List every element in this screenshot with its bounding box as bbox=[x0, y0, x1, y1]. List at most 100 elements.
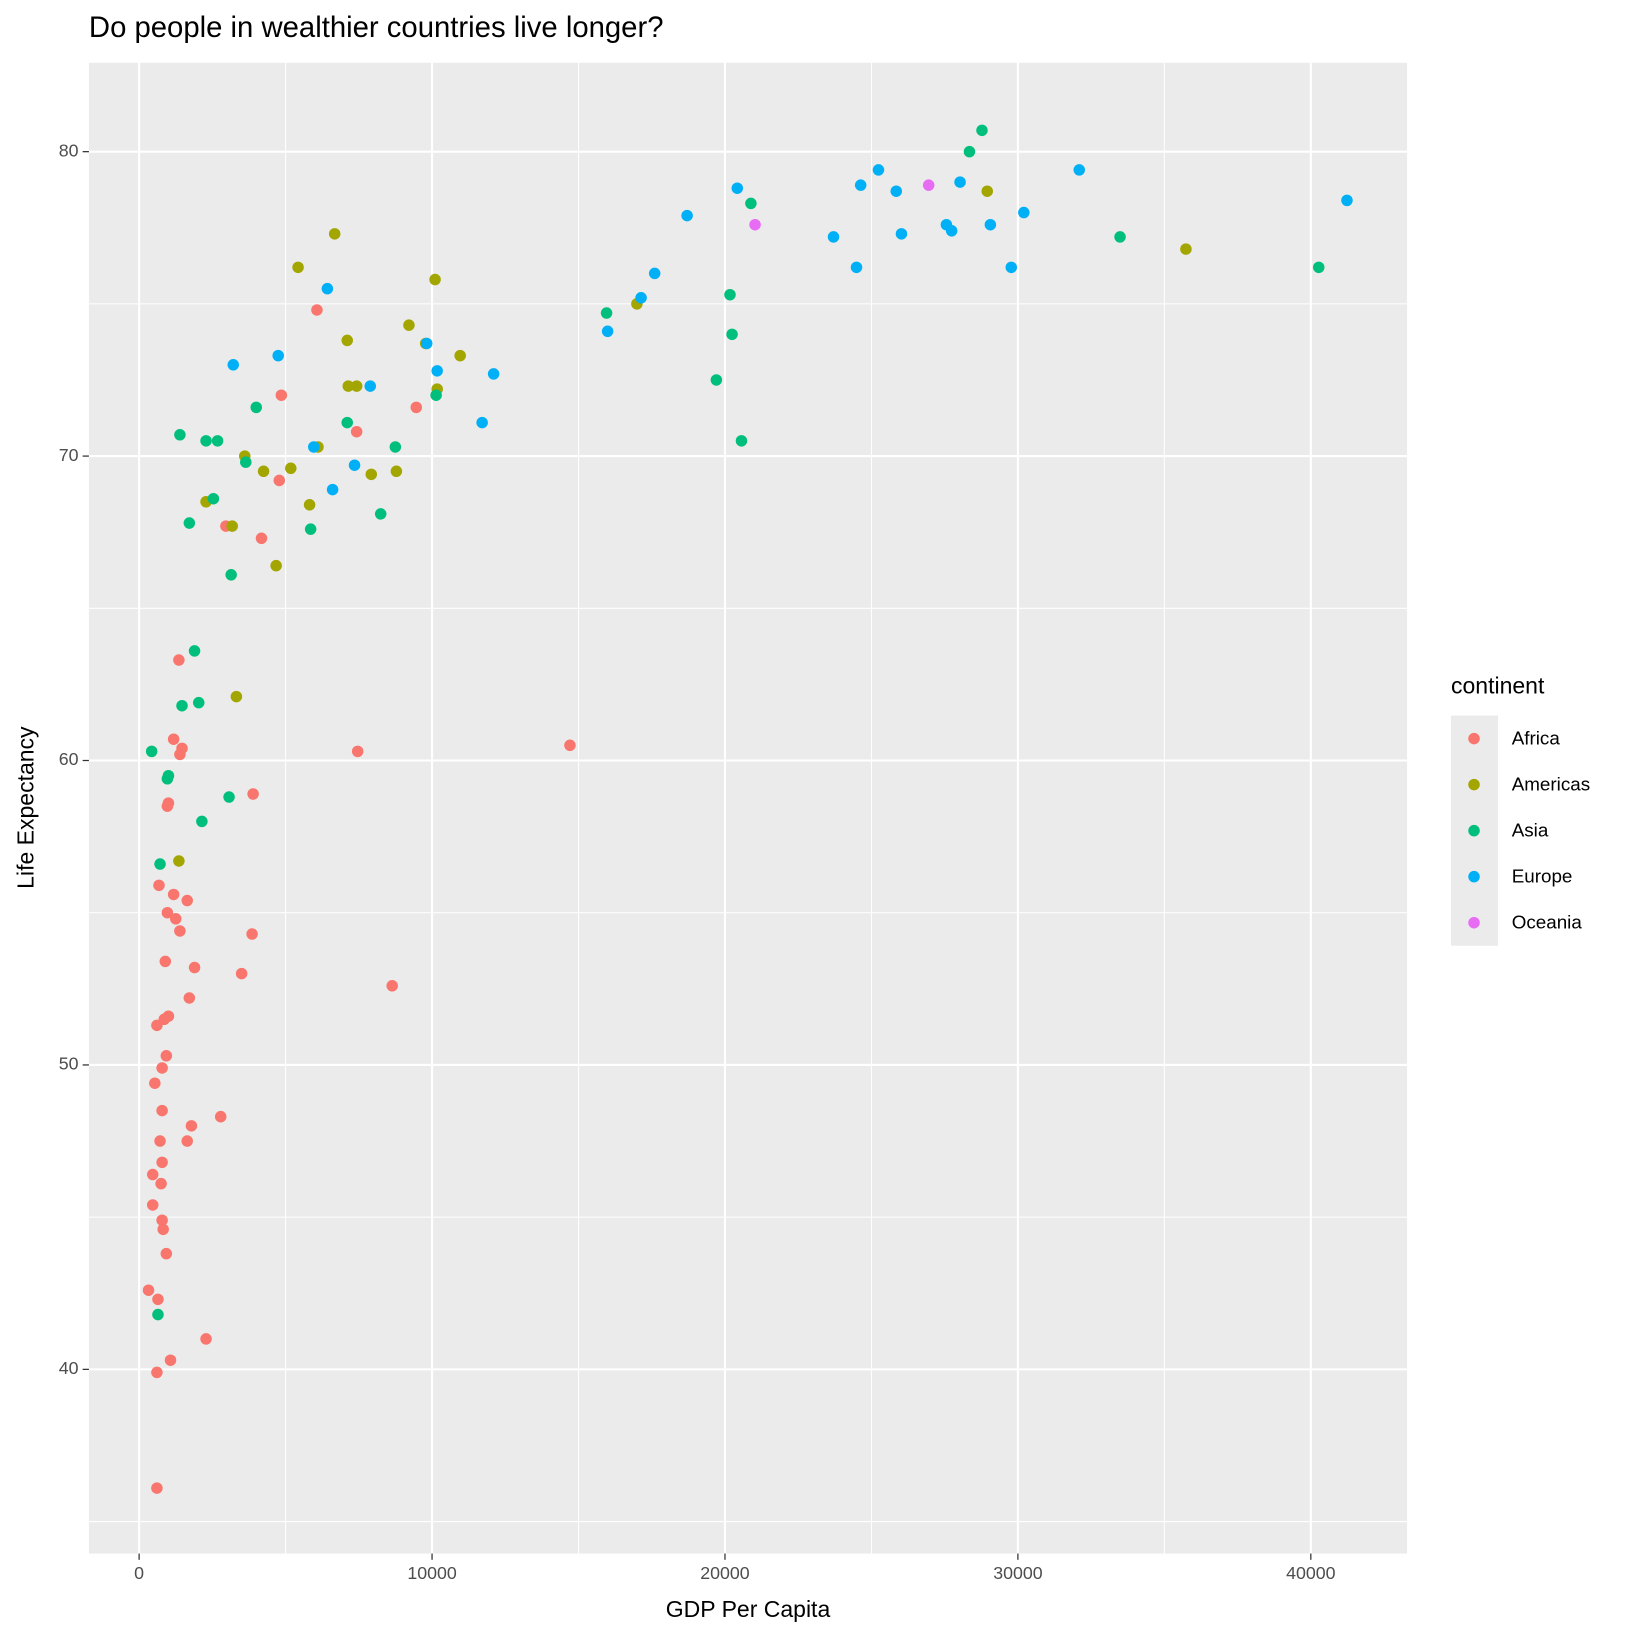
point bbox=[710, 374, 723, 386]
point bbox=[308, 441, 320, 453]
point bbox=[188, 645, 201, 657]
point bbox=[564, 739, 576, 752]
point bbox=[154, 1135, 166, 1147]
point bbox=[167, 888, 180, 901]
point bbox=[304, 523, 317, 535]
point bbox=[890, 185, 903, 197]
point bbox=[600, 307, 613, 319]
point bbox=[227, 359, 240, 371]
point bbox=[176, 699, 188, 712]
point bbox=[247, 788, 259, 800]
point bbox=[348, 459, 361, 471]
point bbox=[223, 791, 235, 803]
point bbox=[321, 282, 334, 295]
point bbox=[161, 906, 174, 919]
point bbox=[487, 368, 500, 380]
legend-label: Americas bbox=[1512, 774, 1590, 795]
x-tick-label: 20000 bbox=[700, 1563, 750, 1583]
point bbox=[735, 435, 748, 447]
point bbox=[149, 1077, 161, 1089]
point bbox=[146, 1199, 159, 1211]
series bbox=[227, 164, 1353, 496]
point bbox=[181, 1135, 193, 1147]
point bbox=[273, 474, 286, 487]
point bbox=[850, 261, 863, 274]
point bbox=[303, 499, 316, 511]
point bbox=[156, 1104, 168, 1117]
y-tick-label: 80 bbox=[59, 140, 79, 160]
point bbox=[214, 1110, 227, 1123]
point bbox=[872, 164, 885, 176]
point bbox=[154, 858, 166, 870]
point bbox=[173, 855, 185, 867]
legend-label: Oceania bbox=[1512, 912, 1583, 933]
point bbox=[240, 456, 252, 468]
point bbox=[183, 517, 196, 529]
y-tick-label: 70 bbox=[59, 445, 79, 465]
point bbox=[1114, 231, 1126, 243]
legend-title: continent bbox=[1451, 672, 1545, 698]
x-tick-label: 30000 bbox=[993, 1563, 1043, 1583]
point bbox=[430, 389, 442, 401]
legend-marker bbox=[1468, 732, 1480, 745]
point bbox=[648, 267, 661, 280]
series bbox=[145, 124, 1325, 1321]
point bbox=[342, 380, 355, 392]
point bbox=[341, 416, 353, 429]
point bbox=[749, 218, 761, 231]
point bbox=[167, 733, 180, 745]
y-tick-label: 40 bbox=[59, 1358, 79, 1378]
point bbox=[454, 349, 466, 362]
point bbox=[390, 465, 403, 478]
point bbox=[984, 218, 997, 231]
point bbox=[429, 273, 441, 286]
legend-label: Asia bbox=[1512, 820, 1549, 841]
point bbox=[311, 304, 323, 316]
point bbox=[1180, 243, 1192, 255]
point bbox=[160, 1050, 173, 1062]
point bbox=[292, 261, 304, 274]
point bbox=[476, 416, 488, 429]
point bbox=[731, 182, 744, 194]
point bbox=[1312, 261, 1325, 274]
point bbox=[410, 401, 423, 414]
point bbox=[403, 319, 415, 331]
point bbox=[255, 532, 268, 545]
point bbox=[174, 429, 186, 441]
point bbox=[196, 815, 208, 828]
point bbox=[188, 961, 201, 974]
point bbox=[152, 1293, 164, 1306]
point bbox=[156, 1062, 168, 1074]
y-tick-label: 50 bbox=[59, 1054, 79, 1074]
point bbox=[601, 325, 614, 338]
point bbox=[724, 288, 736, 301]
series bbox=[749, 179, 935, 231]
point bbox=[185, 1120, 198, 1132]
x-tick-label: 40000 bbox=[1286, 1563, 1336, 1583]
point bbox=[364, 380, 377, 392]
point bbox=[922, 179, 935, 191]
point bbox=[181, 894, 193, 907]
point bbox=[420, 337, 433, 350]
point bbox=[159, 955, 172, 968]
point bbox=[389, 441, 402, 453]
point bbox=[374, 508, 387, 520]
y-tick-label: 60 bbox=[59, 749, 79, 769]
point bbox=[161, 773, 174, 785]
point bbox=[183, 992, 196, 1004]
point bbox=[173, 654, 185, 666]
point bbox=[151, 1482, 163, 1494]
point bbox=[745, 197, 757, 210]
point bbox=[431, 365, 443, 377]
legend-marker bbox=[1468, 870, 1480, 883]
point bbox=[211, 435, 224, 447]
point bbox=[285, 462, 297, 475]
point bbox=[174, 925, 186, 937]
point bbox=[152, 1308, 164, 1321]
point bbox=[200, 1333, 212, 1345]
point bbox=[156, 1156, 168, 1169]
point bbox=[954, 176, 966, 188]
point bbox=[250, 401, 262, 414]
point bbox=[146, 1168, 159, 1181]
point bbox=[226, 520, 238, 532]
